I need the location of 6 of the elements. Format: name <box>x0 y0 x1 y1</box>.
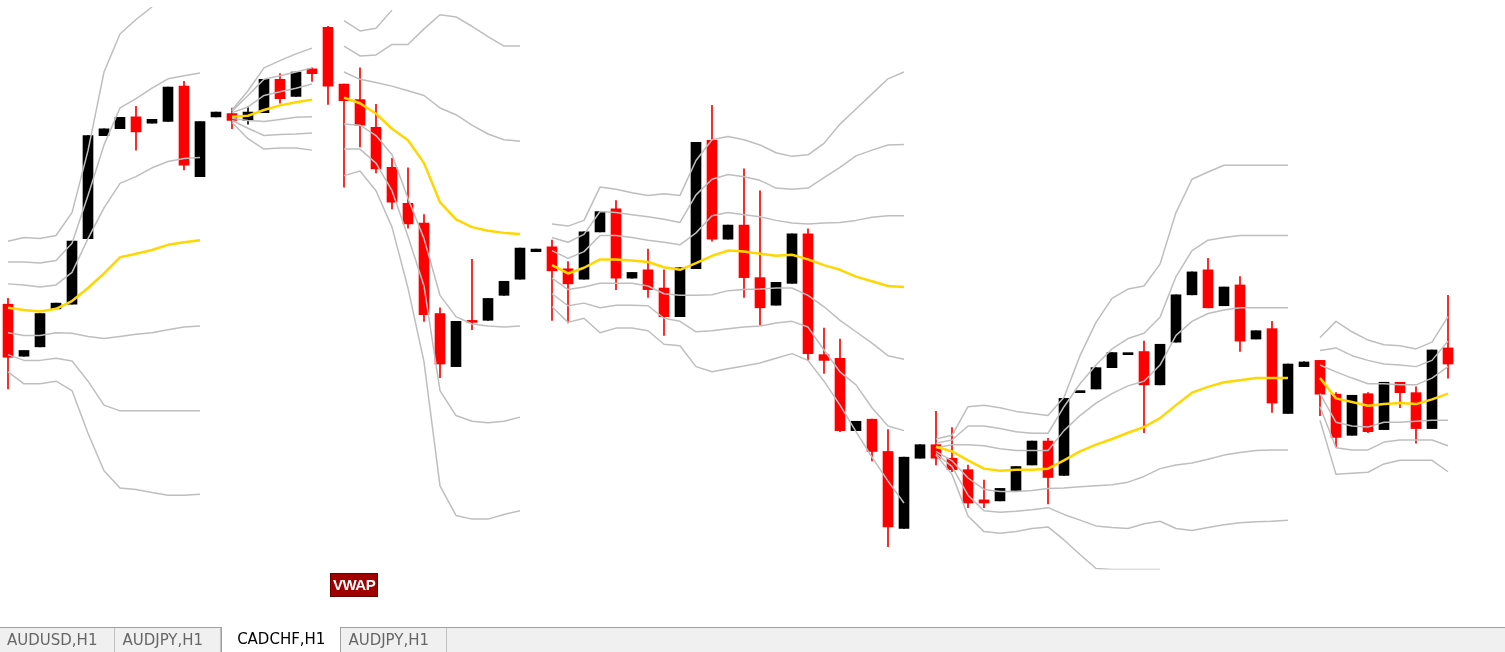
text: AUDUSD,H1 <box>0 628 116 652</box>
text: CADCHF,H1 <box>221 627 342 652</box>
text: VWAP <box>330 573 379 597</box>
text: AUDJPY,H1 <box>115 628 222 652</box>
candlestick <box>818 327 830 374</box>
text: AUDJPY,H1 <box>341 628 448 652</box>
